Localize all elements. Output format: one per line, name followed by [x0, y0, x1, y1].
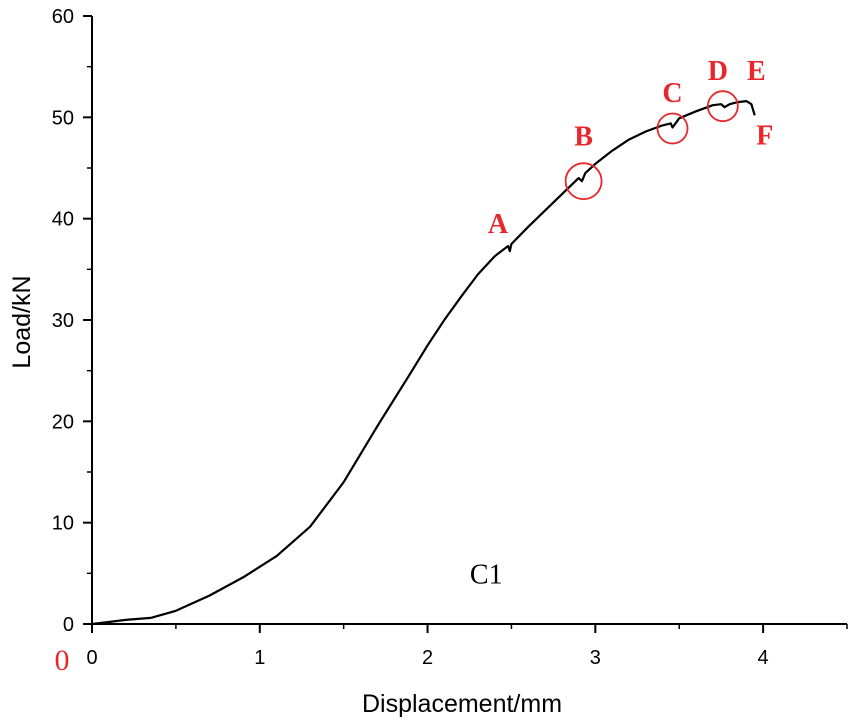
- annotation-layer: A B CD E F C1: [470, 56, 773, 591]
- annotation-c: C: [662, 78, 682, 109]
- series-line-c1: [91, 99, 756, 626]
- circle-marker-d: [706, 90, 739, 123]
- y-tick-label: 30: [52, 310, 74, 332]
- annotation-d: D: [708, 56, 728, 87]
- y-tick-label: 50: [52, 107, 74, 129]
- annotation-f: F: [756, 121, 773, 152]
- y-tick-label: 20: [52, 411, 74, 433]
- annotation-b: B: [574, 122, 593, 153]
- axes: [91, 16, 847, 625]
- x-tick-label: 1: [254, 647, 265, 669]
- annotation-e: E: [747, 56, 766, 87]
- x-tick-label: 2: [422, 647, 433, 669]
- x-tick-label: 3: [590, 647, 601, 669]
- y-tick-label: 10: [52, 513, 74, 535]
- x-axis-title: Displacement/mm: [362, 690, 562, 718]
- y-tick-label: 40: [52, 209, 74, 231]
- specimen-label: C1: [470, 559, 503, 590]
- y-tick-label: 0: [63, 614, 74, 636]
- x-tick-label: 0: [86, 647, 97, 669]
- x-tick-label: 4: [758, 647, 769, 669]
- circle-marker-c: [656, 112, 689, 145]
- circle-marker-b: [564, 162, 603, 201]
- annotation-a: A: [488, 209, 509, 240]
- y-tick-label: 60: [52, 6, 74, 28]
- series-layer: [91, 99, 756, 626]
- y-axis-title: Load/kN: [8, 275, 36, 368]
- origin-label: 0: [55, 644, 70, 677]
